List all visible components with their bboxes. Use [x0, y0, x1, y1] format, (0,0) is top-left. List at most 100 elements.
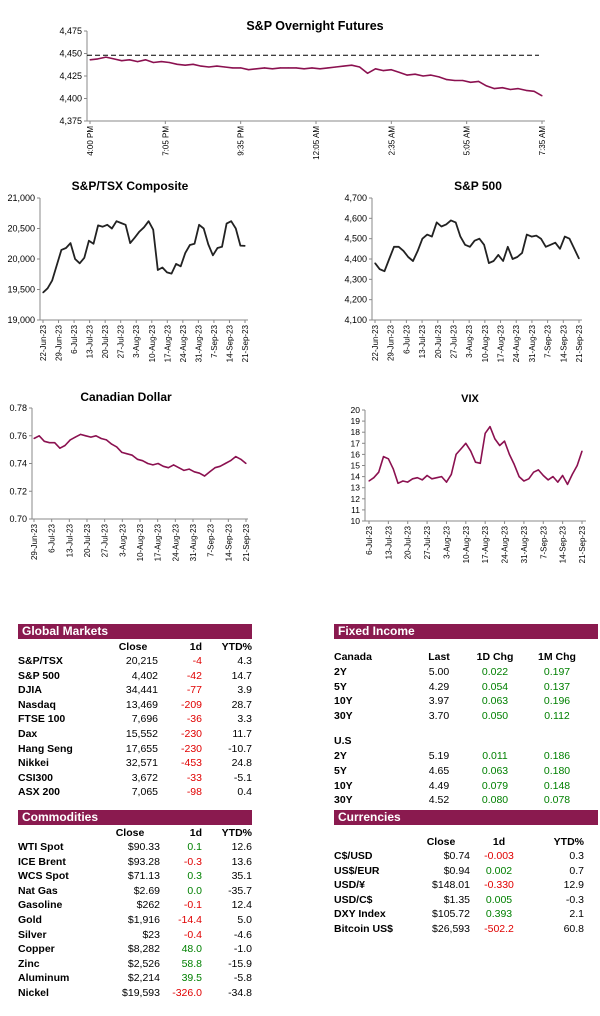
- table-row: Gold $1,916 -14.4 5.0: [18, 913, 252, 928]
- data-point: [549, 244, 552, 246]
- data-point: [511, 258, 514, 260]
- data-point: [131, 454, 133, 456]
- data-point: [440, 225, 442, 228]
- y-tick-label: 21,000: [7, 193, 35, 203]
- data-point: [540, 238, 542, 240]
- data-point: [533, 471, 535, 473]
- x-tick-label: 14-Sep-23: [559, 324, 568, 362]
- data-point: [493, 260, 495, 262]
- data-point: [392, 468, 394, 470]
- change-1d: 0.1: [187, 841, 202, 853]
- data-point: [188, 468, 190, 470]
- data-point: [526, 234, 528, 236]
- table-row: S&P/TSX 20,215 -4 4.3: [18, 654, 252, 669]
- y-tick-label: 19,500: [7, 285, 35, 295]
- x-tick-label: 10-Aug-23: [136, 523, 145, 561]
- data-point: [470, 81, 472, 83]
- ytd-value: -5.8: [233, 972, 252, 985]
- data-point: [54, 442, 56, 444]
- ytd-value: -4.6: [233, 928, 252, 941]
- change-1d: 48.0: [181, 943, 202, 956]
- ytd-value: 0.4: [237, 786, 252, 799]
- ytd-value: 3.9: [237, 684, 252, 697]
- close-value: 13,469: [125, 698, 158, 711]
- ytd-value: 11.7: [232, 727, 252, 740]
- data-point: [421, 238, 423, 240]
- ytd-value: -15.9: [228, 957, 252, 970]
- change-1d: -98: [186, 786, 202, 799]
- column-header: YTD%: [221, 827, 252, 839]
- row-name: Aluminum: [18, 972, 70, 985]
- data-point: [469, 246, 471, 248]
- data-point: [166, 271, 168, 273]
- data-point: [398, 246, 400, 248]
- close-value: 3,672: [131, 771, 158, 784]
- close-value: 7,696: [131, 713, 158, 726]
- data-point: [455, 453, 457, 455]
- data-point: [56, 264, 58, 266]
- data-point: [378, 471, 380, 473]
- data-point: [51, 279, 53, 281]
- data-point: [537, 469, 540, 471]
- change-1d: 0.050: [481, 709, 509, 722]
- data-point: [121, 60, 123, 62]
- data-point: [541, 95, 543, 97]
- data-point: [494, 438, 496, 440]
- table-row: CSI300 3,672 -33 -5.1: [18, 771, 252, 786]
- table-row: Hang Seng 17,655 -230 -10.7: [18, 742, 252, 757]
- ytd-value: -35.7: [228, 884, 252, 897]
- data-point: [74, 258, 76, 260]
- data-point: [542, 474, 544, 477]
- x-tick-label: 24-Aug-23: [501, 525, 510, 563]
- data-point: [503, 440, 506, 442]
- data-point: [464, 244, 466, 246]
- data-point: [373, 477, 375, 479]
- data-point: [97, 224, 99, 226]
- data-point: [176, 63, 178, 65]
- x-tick-label: 7-Sep-23: [207, 523, 216, 556]
- change-1m: 0.196: [543, 695, 571, 708]
- table-row: 10Y 3.97 0.063 0.196: [334, 694, 588, 709]
- column-header: 1d: [189, 827, 202, 839]
- data-point: [33, 437, 35, 440]
- change-1d: -33: [186, 771, 202, 784]
- data-point: [193, 471, 195, 473]
- x-tick-label: 17-Aug-23: [497, 324, 506, 362]
- change-1d: 0.3: [187, 870, 202, 883]
- x-tick-label: 6-Jul-23: [70, 324, 79, 353]
- data-point: [402, 250, 405, 252]
- data-point: [157, 269, 159, 271]
- table-row: Gasoline $262 -0.1 12.4: [18, 898, 252, 913]
- data-point: [431, 236, 433, 238]
- table-row: US$/EUR $0.94 0.002 0.7: [334, 864, 584, 879]
- canada-section-label: Canada: [334, 651, 372, 663]
- data-point: [193, 243, 196, 245]
- data-point: [436, 221, 438, 223]
- x-tick-label: 13-Jul-23: [65, 523, 74, 557]
- column-header: 1d: [189, 641, 202, 653]
- data-point: [366, 72, 369, 74]
- ytd-value: -0.3: [565, 893, 584, 906]
- data-point: [160, 61, 162, 63]
- table-row: USD/¥ $148.01 -0.330 12.9: [334, 878, 584, 893]
- data-point: [379, 268, 381, 270]
- data-point: [126, 453, 128, 455]
- data-point: [533, 90, 535, 92]
- ytd-value: 35.1: [231, 870, 252, 883]
- table-row: Zinc $2,526 58.8 -15.9: [18, 957, 252, 972]
- x-tick-label: 20-Jul-23: [434, 324, 443, 358]
- us-section-label: U.S: [334, 735, 352, 748]
- data-point: [209, 471, 211, 473]
- data-point: [351, 64, 353, 66]
- change-1d: 39.5: [181, 972, 202, 985]
- table-row: ICE Brent $93.28 -0.3 13.6: [18, 855, 252, 870]
- data-point: [478, 238, 480, 240]
- x-tick-label: 31-Aug-23: [194, 324, 203, 362]
- row-name: Nikkei: [18, 757, 49, 770]
- ytd-value: -10.7: [228, 742, 252, 755]
- last-value: 5.19: [428, 750, 450, 763]
- table-row: Copper $8,282 48.0 -1.0: [18, 942, 252, 957]
- data-point: [208, 66, 210, 68]
- data-point: [446, 79, 448, 81]
- x-tick-label: 29-Jun-23: [55, 324, 64, 361]
